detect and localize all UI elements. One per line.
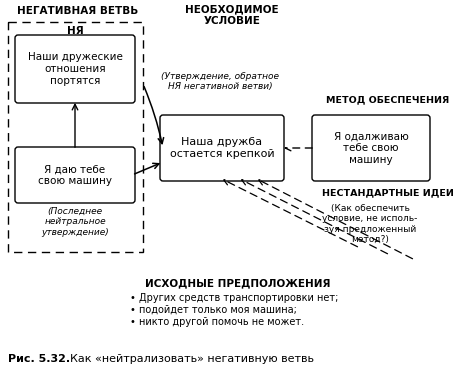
FancyBboxPatch shape — [160, 115, 283, 181]
Text: (Утверждение, обратное
НЯ негативной ветви): (Утверждение, обратное НЯ негативной вет… — [161, 72, 279, 92]
FancyBboxPatch shape — [15, 147, 134, 203]
Text: НЕСТАНДАРТНЫЕ ИДЕИ: НЕСТАНДАРТНЫЕ ИДЕИ — [321, 188, 453, 197]
Text: НЕГАТИВНАЯ ВЕТВЬ: НЕГАТИВНАЯ ВЕТВЬ — [17, 6, 138, 16]
Text: Рис. 5.32.: Рис. 5.32. — [8, 354, 70, 364]
Text: (Последнее
нейтральное
утверждение): (Последнее нейтральное утверждение) — [41, 207, 109, 237]
FancyBboxPatch shape — [15, 35, 134, 103]
Text: НЕОБХОДИМОЕ
УСЛОВИЕ: НЕОБХОДИМОЕ УСЛОВИЕ — [185, 4, 278, 26]
Text: Наши дружеские
отношения
портятся: Наши дружеские отношения портятся — [28, 53, 122, 86]
Text: (Как обеспечить
условие, не исполь-
зуя предложенный
метод?): (Как обеспечить условие, не исполь- зуя … — [322, 204, 417, 244]
Text: Я одалживаю
тебе свою
машину: Я одалживаю тебе свою машину — [333, 131, 408, 165]
Text: НЯ: НЯ — [67, 26, 83, 36]
Text: Я даю тебе
свою машину: Я даю тебе свою машину — [38, 164, 112, 186]
Text: Наша дружба
остается крепкой: Наша дружба остается крепкой — [169, 137, 274, 159]
Text: ИСХОДНЫЕ ПРЕДПОЛОЖЕНИЯ: ИСХОДНЫЕ ПРЕДПОЛОЖЕНИЯ — [145, 278, 330, 288]
Bar — [8, 22, 143, 252]
Text: МЕТОД ОБЕСПЕЧЕНИЯ: МЕТОД ОБЕСПЕЧЕНИЯ — [326, 95, 448, 104]
Text: • Других средств транспортировки нет;: • Других средств транспортировки нет; — [130, 293, 338, 303]
Text: Рис. 5.32.  Как «нейтрализовать» негативную ветвь: Рис. 5.32. Как «нейтрализовать» негативн… — [8, 354, 314, 364]
FancyBboxPatch shape — [311, 115, 429, 181]
Text: • никто другой помочь не может.: • никто другой помочь не может. — [130, 317, 303, 327]
Text: • подойдет только моя машина;: • подойдет только моя машина; — [130, 305, 296, 315]
Text: Как «нейтрализовать» негативную ветвь: Как «нейтрализовать» негативную ветвь — [63, 354, 313, 364]
